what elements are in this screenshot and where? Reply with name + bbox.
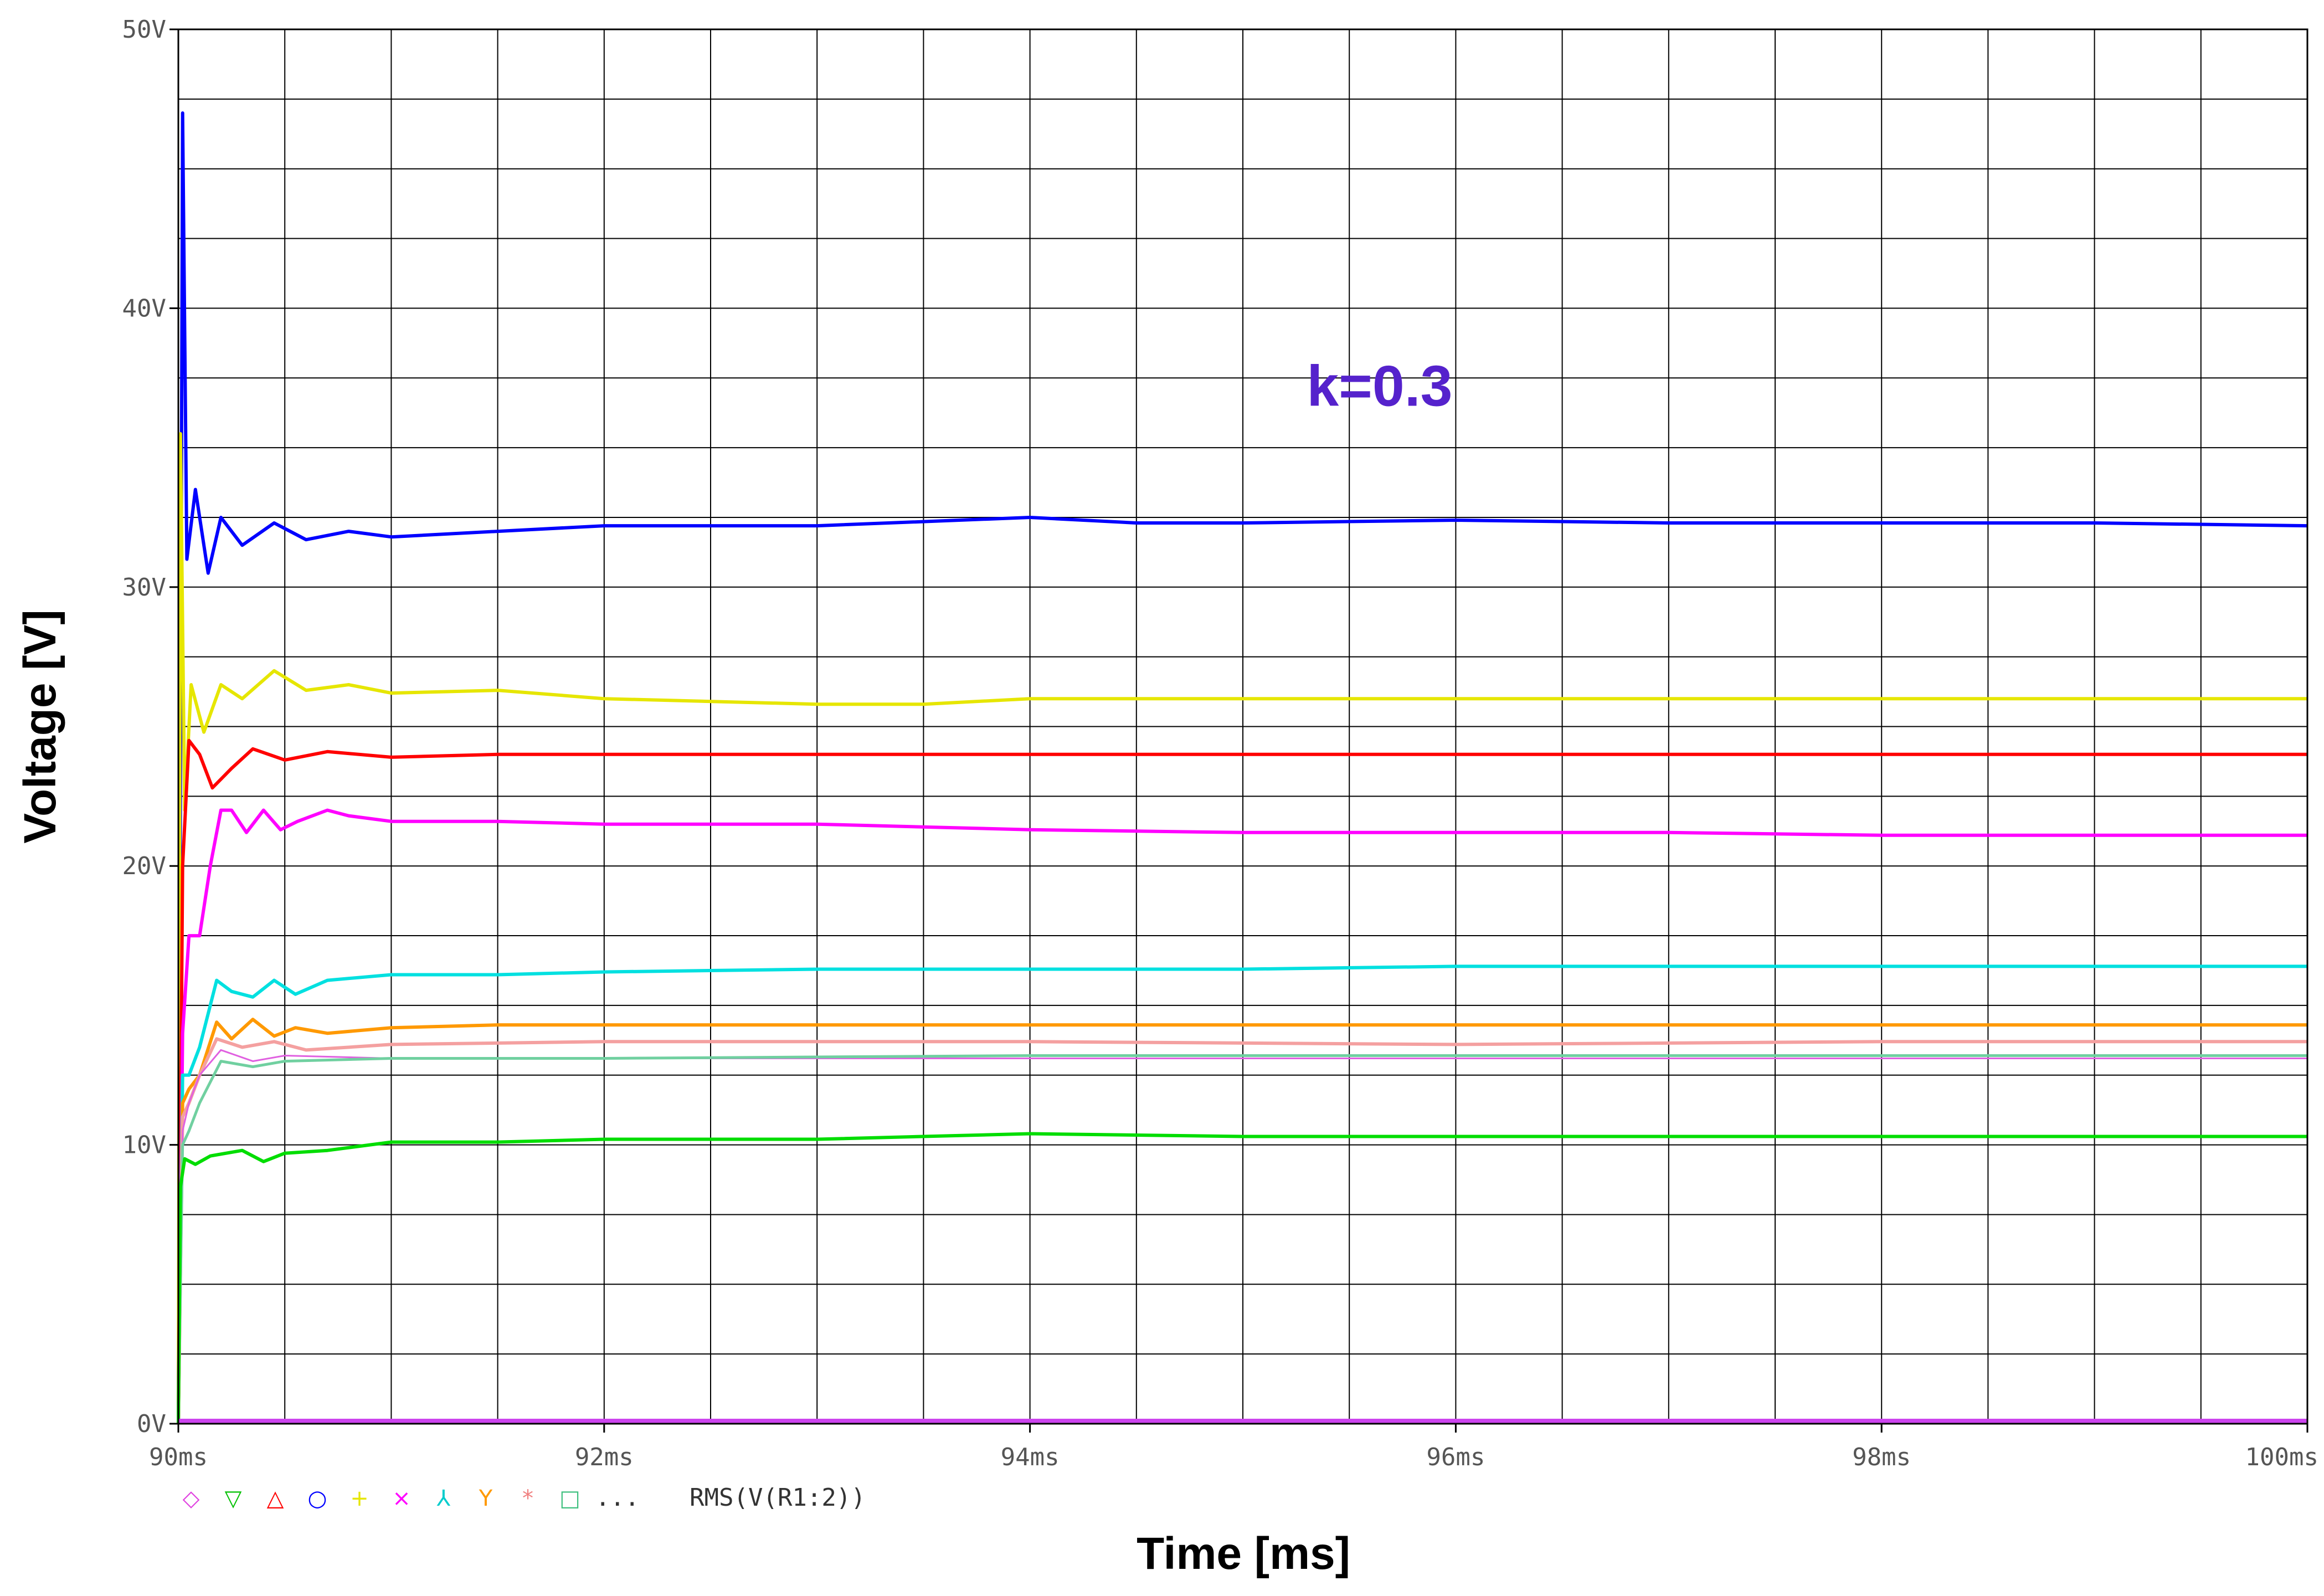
y-tick-label: 40V — [122, 294, 166, 322]
series-line-10 — [177, 1132, 2307, 1424]
legend-marker: Y — [479, 1486, 493, 1511]
legend-marker: + — [350, 1486, 369, 1511]
x-tick-label: 100ms — [2245, 1443, 2318, 1471]
series-line-4 — [177, 808, 2307, 1424]
plot-frame — [177, 28, 2308, 1425]
annotation-k: k=0.3 — [1307, 355, 1452, 419]
x-tick-label: 94ms — [1001, 1443, 1060, 1471]
series-line-3 — [177, 738, 2307, 1424]
series-line-1 — [177, 111, 2308, 1424]
x-tick-label: 90ms — [149, 1443, 208, 1471]
y-tick-label: 10V — [122, 1131, 166, 1159]
y-tick-label: 0V — [137, 1410, 166, 1438]
y-tick-label: 20V — [122, 852, 166, 880]
legend-marker: ◇ — [183, 1486, 200, 1511]
legend-marker: ⅄ — [436, 1486, 451, 1511]
series-lines — [177, 111, 2308, 1424]
series-line-6 — [177, 1018, 2307, 1424]
x-tick-label: 96ms — [1426, 1443, 1485, 1471]
legend-ellipsis: ... — [595, 1484, 639, 1512]
axis-ticks: 0V 10V 20V 30V 40V 50V 90ms 92ms 94ms 96ms 98ms 100… — [122, 16, 2318, 1471]
series-line-5 — [177, 964, 2307, 1424]
legend-marker: □ — [559, 1486, 580, 1511]
y-axis-title: Voltage [V] — [15, 609, 65, 843]
y-tick-label: 50V — [122, 16, 166, 44]
legend-marker: ▽ — [225, 1486, 242, 1511]
series-line-8 — [177, 1049, 2307, 1424]
series-line-9 — [177, 1054, 2307, 1424]
x-tick-label: 92ms — [575, 1443, 634, 1471]
legend-label: RMS(V(R1:2)) — [690, 1484, 866, 1512]
grid-lines — [178, 29, 2308, 1424]
legend-marker: △ — [267, 1486, 284, 1511]
legend-marker: × — [392, 1486, 411, 1511]
x-axis-title: Time [ms] — [1137, 1528, 1350, 1579]
legend: ◇ ▽ △ ○ + × ⅄ Y * □... RMS(V(R1:2)) — [183, 1484, 866, 1512]
series-line-2 — [177, 432, 2307, 1424]
legend-marker: * — [522, 1486, 533, 1511]
y-tick-label: 30V — [122, 573, 166, 602]
x-tick-label: 98ms — [1852, 1443, 1911, 1471]
legend-marker: ○ — [308, 1486, 327, 1511]
